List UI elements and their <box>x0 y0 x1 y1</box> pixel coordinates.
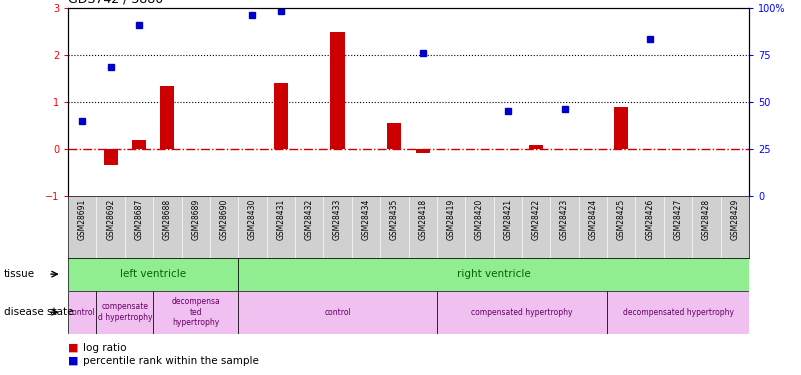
Text: GSM28428: GSM28428 <box>702 199 710 240</box>
Bar <box>68 258 239 291</box>
Text: disease state: disease state <box>4 307 74 317</box>
Text: GSM28688: GSM28688 <box>163 199 172 240</box>
Bar <box>387 123 401 149</box>
Bar <box>274 83 288 149</box>
Text: GSM28429: GSM28429 <box>731 199 739 240</box>
Bar <box>68 291 96 334</box>
Text: percentile rank within the sample: percentile rank within the sample <box>83 356 259 366</box>
Text: tissue: tissue <box>4 269 35 279</box>
Text: GSM28421: GSM28421 <box>503 199 513 240</box>
Text: ■: ■ <box>68 343 78 352</box>
Text: ■: ■ <box>68 356 78 366</box>
Bar <box>437 291 607 334</box>
Text: control: control <box>69 308 95 316</box>
Text: decompensa
ted
hypertrophy: decompensa ted hypertrophy <box>171 297 220 327</box>
Bar <box>103 149 118 165</box>
Text: decompensated hypertrophy: decompensated hypertrophy <box>622 308 734 316</box>
Bar <box>132 140 146 149</box>
Text: GSM28423: GSM28423 <box>560 199 569 240</box>
Text: control: control <box>324 308 351 316</box>
Text: GSM28419: GSM28419 <box>447 199 456 240</box>
Bar <box>614 106 628 149</box>
Bar <box>160 86 175 149</box>
Bar <box>607 291 749 334</box>
Bar <box>416 149 430 153</box>
Text: GSM28422: GSM28422 <box>532 199 541 240</box>
Text: GSM28430: GSM28430 <box>248 199 257 240</box>
Text: GSM28690: GSM28690 <box>219 199 228 240</box>
Text: right ventricle: right ventricle <box>457 269 530 279</box>
Text: GSM28424: GSM28424 <box>589 199 598 240</box>
Text: compensate
d hypertrophy: compensate d hypertrophy <box>98 303 152 322</box>
Text: GSM28425: GSM28425 <box>617 199 626 240</box>
Text: GSM28431: GSM28431 <box>276 199 285 240</box>
Bar <box>153 291 239 334</box>
Text: GSM28418: GSM28418 <box>418 199 427 240</box>
Bar <box>239 291 437 334</box>
Text: GDS742 / 3880: GDS742 / 3880 <box>68 0 163 6</box>
Text: GSM28687: GSM28687 <box>135 199 143 240</box>
Text: GSM28434: GSM28434 <box>361 199 370 240</box>
Text: GSM28432: GSM28432 <box>304 199 314 240</box>
Bar <box>331 32 344 149</box>
Text: GSM28420: GSM28420 <box>475 199 484 240</box>
Text: GSM28689: GSM28689 <box>191 199 200 240</box>
Text: left ventricle: left ventricle <box>120 269 187 279</box>
Bar <box>529 145 543 149</box>
Text: GSM28692: GSM28692 <box>107 199 115 240</box>
Text: GSM28427: GSM28427 <box>674 199 682 240</box>
Text: GSM28433: GSM28433 <box>333 199 342 240</box>
Text: GSM28435: GSM28435 <box>390 199 399 240</box>
Bar <box>239 258 749 291</box>
Text: compensated hypertrophy: compensated hypertrophy <box>471 308 573 316</box>
Text: log ratio: log ratio <box>83 343 126 352</box>
Text: GSM28691: GSM28691 <box>78 199 87 240</box>
Text: GSM28426: GSM28426 <box>645 199 654 240</box>
Bar <box>96 291 153 334</box>
